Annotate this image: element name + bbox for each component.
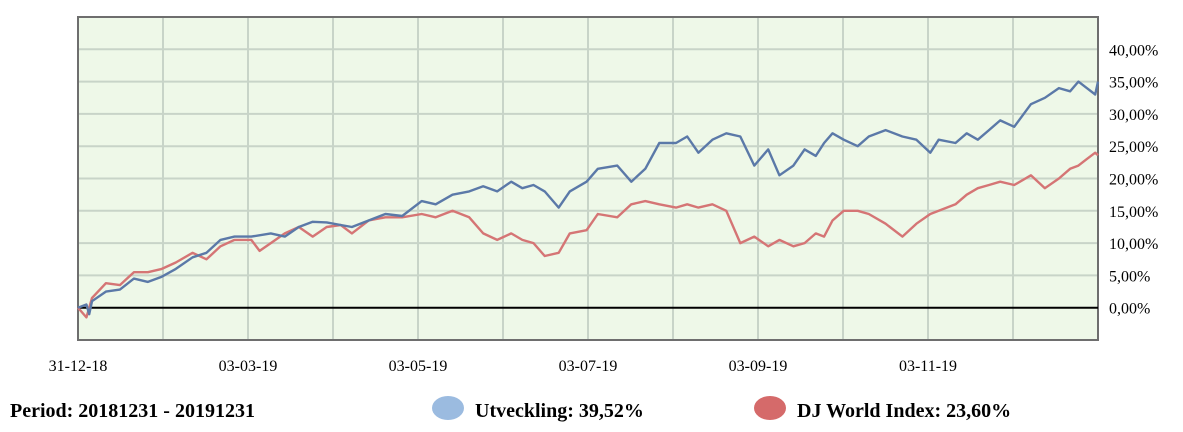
series-layer — [77, 80, 1100, 319]
y-tick-label: 30,00% — [1109, 107, 1158, 124]
x-tick-label: 03-09-19 — [729, 358, 788, 375]
series-line-utveckling — [77, 80, 1100, 316]
y-tick-label: 15,00% — [1109, 204, 1158, 221]
x-tick-label: 31-12-18 — [49, 358, 108, 375]
period-label: Period: 20181231 - 20191231 — [10, 400, 255, 422]
legend-marker-utveckling — [432, 396, 464, 420]
y-tick-label: 0,00% — [1109, 301, 1150, 318]
y-tick-label: 10,00% — [1109, 236, 1158, 253]
x-tick-label: 03-05-19 — [389, 358, 448, 375]
x-tick-label: 03-11-19 — [899, 358, 957, 375]
x-tick-label: 03-03-19 — [219, 358, 278, 375]
x-axis-tick-labels: 31-12-18 03-03-19 03-05-19 03-07-19 03-09-19… — [49, 358, 957, 375]
y-tick-label: 20,00% — [1109, 172, 1158, 189]
legend-marker-dj-world-index — [754, 396, 786, 420]
legend-label-dj-world-index: DJ World Index: 23,60% — [797, 400, 1011, 422]
y-tick-label: 25,00% — [1109, 139, 1158, 156]
y-tick-label: 40,00% — [1109, 42, 1158, 59]
y-tick-label: 5,00% — [1109, 268, 1150, 285]
y-axis-tick-labels: 0,00% 5,00% 10,00% 15,00% 20,00% 25,00% 30,00%… — [1109, 42, 1158, 317]
y-tick-label: 35,00% — [1109, 75, 1158, 92]
x-tick-label: 03-07-19 — [559, 358, 618, 375]
plot-frame — [77, 16, 1099, 341]
legend-label-utveckling: Utveckling: 39,52% — [475, 400, 644, 422]
series-line-dj-world-index — [77, 151, 1099, 319]
